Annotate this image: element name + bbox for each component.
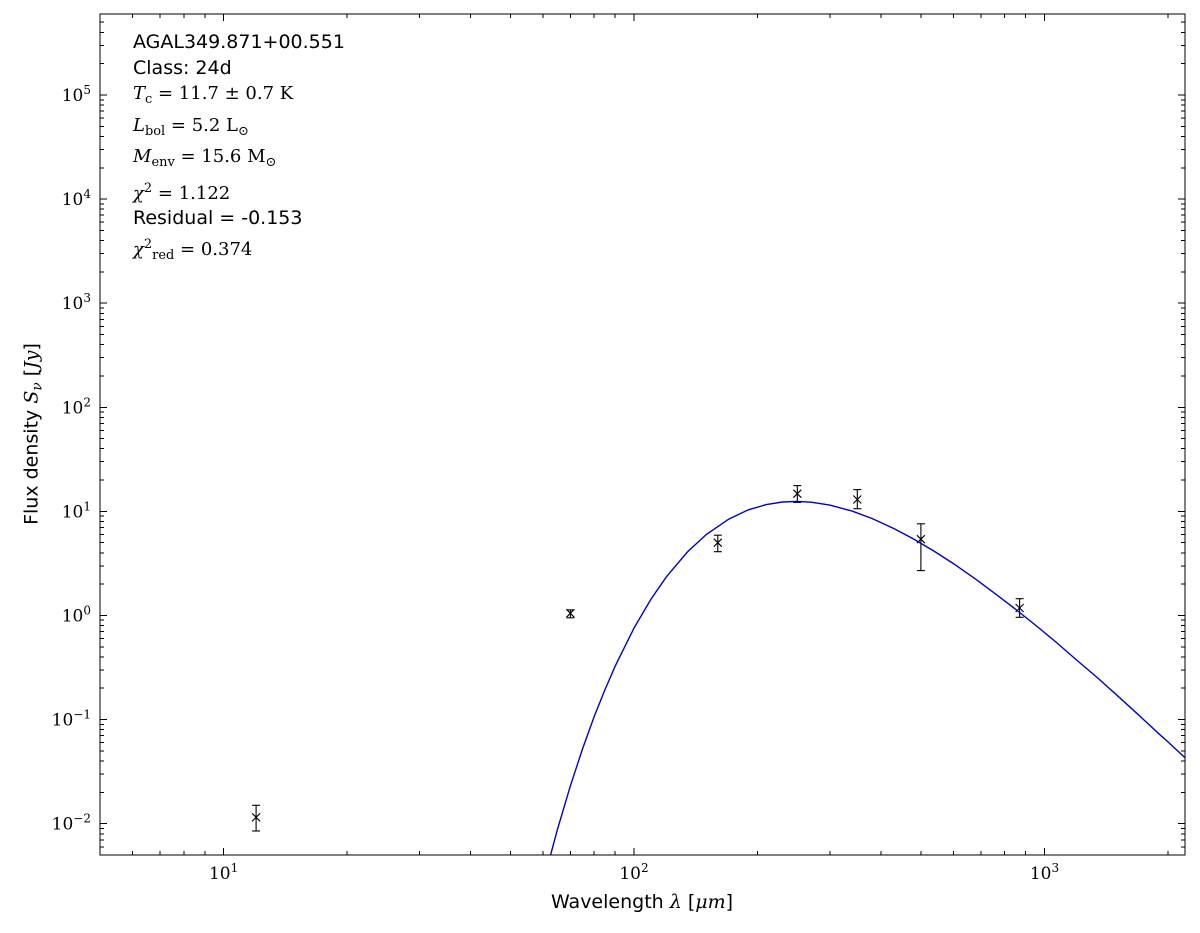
errorbar-point bbox=[916, 523, 926, 572]
errorbar-point bbox=[251, 804, 261, 832]
axes-frame bbox=[99, 13, 1186, 856]
text-segment: c bbox=[145, 92, 153, 107]
text-segment: 2 bbox=[143, 236, 153, 252]
tick-label: 105 bbox=[62, 83, 91, 106]
tick-label: 102 bbox=[62, 395, 91, 418]
text-segment: = 0.374 bbox=[174, 238, 253, 260]
y-tick-labels: 10−2 10−1 100 101 102 103 104 105 bbox=[52, 83, 92, 835]
y-axis-label: Flux density Sν [Jy] bbox=[21, 343, 46, 525]
annotation-block: AGAL349.871+00.551 Class: 24d Tc = 11.7 ± … bbox=[133, 30, 345, 268]
text-segment: μm bbox=[695, 891, 726, 913]
errorbar-point bbox=[852, 489, 862, 510]
annotation-line-4: Lbol = 5.2 L⊙ bbox=[133, 113, 345, 145]
tick-label: 100 bbox=[62, 604, 91, 627]
text-segment: 2 bbox=[143, 180, 153, 196]
text-segment: χ bbox=[133, 182, 144, 204]
text-segment: T bbox=[133, 83, 146, 104]
text-segment: Jy bbox=[20, 350, 43, 369]
x-minor-ticks bbox=[131, 14, 1169, 855]
text-segment: Residual = -0.153 bbox=[133, 207, 303, 229]
text-segment: Class: 24d bbox=[133, 56, 232, 79]
y-minor-ticks bbox=[100, 21, 1185, 848]
annotation-line-5: Menv = 15.6 M⊙ bbox=[133, 144, 345, 176]
annotation-line-8: χ2red = 0.374 bbox=[133, 232, 345, 269]
tick-label: 102 bbox=[619, 861, 648, 884]
text-segment: env bbox=[151, 155, 175, 170]
x-axis-label: Wavelength λ [μm] bbox=[551, 891, 733, 913]
annotation-line-1: AGAL349.871+00.551 bbox=[133, 30, 345, 56]
text-segment: L bbox=[133, 114, 145, 136]
tick-label: 101 bbox=[62, 499, 91, 522]
text-segment: ⊙ bbox=[265, 155, 277, 170]
annotation-line-6: χ2 = 1.122 bbox=[133, 176, 345, 207]
text-segment: λ bbox=[669, 891, 682, 913]
tick-label: 10−1 bbox=[52, 708, 91, 731]
text-segment: M bbox=[133, 146, 152, 167]
text-segment: = 15.6 M bbox=[174, 146, 266, 167]
text-segment: = 1.122 bbox=[152, 182, 231, 204]
text-segment: Wavelength bbox=[550, 891, 670, 913]
errorbar-point bbox=[566, 608, 575, 619]
text-segment: S bbox=[20, 390, 43, 404]
text-segment: [ bbox=[20, 368, 43, 383]
text-segment: red bbox=[152, 247, 175, 263]
text-segment: ] bbox=[725, 891, 734, 913]
fit-curve bbox=[549, 500, 1185, 855]
text-segment: AGAL349.871+00.551 bbox=[133, 31, 345, 53]
tick-label: 103 bbox=[1030, 861, 1059, 884]
text-segment: ν bbox=[29, 382, 46, 391]
x-major-ticks bbox=[223, 14, 1045, 855]
tick-label: 103 bbox=[62, 291, 91, 314]
errorbar-point bbox=[713, 534, 723, 553]
text-segment: bol bbox=[144, 123, 166, 139]
errorbar-point bbox=[792, 485, 802, 503]
text-segment: = 5.2 L bbox=[165, 114, 239, 136]
text-segment: χ bbox=[133, 238, 144, 260]
text-segment: = 11.7 ± 0.7 K bbox=[152, 83, 294, 104]
y-major-ticks bbox=[100, 94, 1185, 825]
tick-label: 101 bbox=[209, 861, 238, 884]
annotation-line-3: Tc = 11.7 ± 0.7 K bbox=[133, 81, 345, 113]
annotation-line-2: Class: 24d bbox=[133, 56, 345, 82]
text-segment: ⊙ bbox=[238, 123, 249, 139]
x-tick-labels: 101 102 103 bbox=[209, 861, 1059, 884]
text-segment: ] bbox=[20, 343, 43, 351]
data-points bbox=[251, 485, 1024, 832]
tick-label: 10−2 bbox=[52, 812, 91, 835]
text-segment: Flux density bbox=[20, 403, 43, 525]
tick-label: 104 bbox=[62, 187, 92, 210]
text-segment: [ bbox=[681, 891, 696, 913]
annotation-line-7: Residual = -0.153 bbox=[133, 206, 345, 232]
